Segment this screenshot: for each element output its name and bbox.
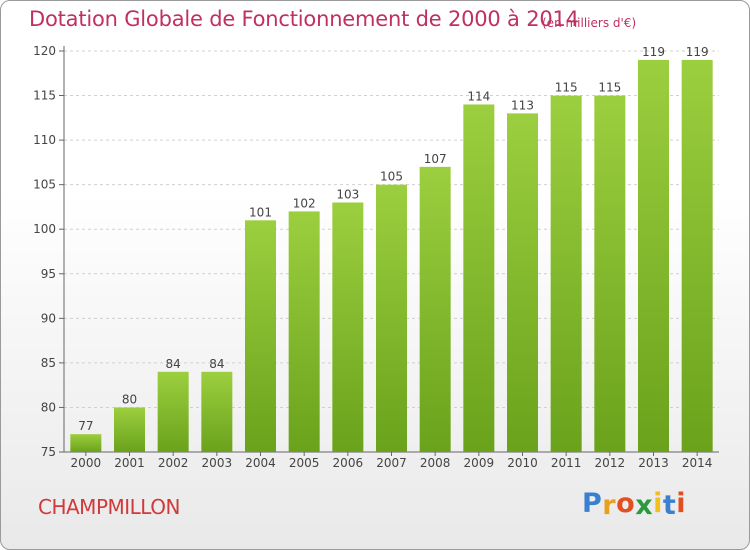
y-tick-label: 105 bbox=[33, 178, 56, 192]
x-tick-label: 2011 bbox=[551, 456, 582, 470]
logo-letter: x bbox=[635, 490, 654, 521]
bar bbox=[681, 59, 713, 453]
bar-value-label: 80 bbox=[122, 392, 137, 406]
y-tick-label: 120 bbox=[33, 44, 56, 58]
logo-letter: i bbox=[676, 488, 687, 519]
bar-value-label: 84 bbox=[166, 357, 181, 371]
bar bbox=[288, 211, 320, 452]
x-tick-label: 2006 bbox=[333, 456, 364, 470]
logo-letter: i bbox=[653, 488, 663, 519]
bar bbox=[419, 166, 451, 452]
bar bbox=[114, 407, 145, 452]
bar-value-label: 119 bbox=[642, 45, 665, 59]
bar-value-label: 84 bbox=[209, 357, 224, 371]
place-name: CHAMPMILLON bbox=[38, 495, 180, 519]
bar-value-label: 103 bbox=[336, 187, 359, 201]
logo-letter: o bbox=[616, 488, 636, 519]
bar bbox=[463, 104, 495, 452]
bar bbox=[638, 59, 669, 453]
bar bbox=[594, 95, 626, 453]
y-tick-label: 90 bbox=[41, 311, 56, 325]
bar-value-label: 102 bbox=[293, 196, 316, 210]
x-tick-label: 2002 bbox=[158, 456, 189, 470]
y-tick-label: 95 bbox=[41, 267, 56, 281]
bar bbox=[550, 95, 582, 453]
y-tick-label: 75 bbox=[41, 445, 56, 459]
bar-value-label: 107 bbox=[424, 152, 447, 166]
y-tick-label: 110 bbox=[33, 133, 56, 147]
x-tick-label: 2007 bbox=[376, 456, 407, 470]
x-tick-label: 2012 bbox=[595, 456, 626, 470]
x-tick-label: 2008 bbox=[420, 456, 451, 470]
bar bbox=[70, 434, 102, 452]
x-tick-label: 2013 bbox=[638, 456, 669, 470]
y-tick-label: 115 bbox=[33, 89, 56, 103]
bar-value-label: 115 bbox=[555, 81, 578, 95]
x-tick-label: 2010 bbox=[507, 456, 538, 470]
chart-title: Dotation Globale de Fonctionnement de 20… bbox=[29, 7, 579, 31]
bar-value-label: 101 bbox=[249, 205, 272, 219]
bar-value-label: 77 bbox=[78, 419, 93, 433]
x-tick-label: 2003 bbox=[202, 456, 233, 470]
y-tick-label: 85 bbox=[41, 356, 56, 370]
bar-value-label: 105 bbox=[380, 170, 403, 184]
unit-note: (en milliers d'€) bbox=[542, 16, 637, 30]
logo-letter: P bbox=[582, 488, 603, 519]
y-tick-label: 80 bbox=[41, 400, 56, 414]
bar-value-label: 114 bbox=[467, 89, 490, 103]
bar bbox=[245, 220, 276, 452]
x-tick-label: 2000 bbox=[71, 456, 102, 470]
bar bbox=[157, 371, 189, 452]
x-tick-label: 2001 bbox=[114, 456, 145, 470]
x-tick-label: 2004 bbox=[245, 456, 276, 470]
bar bbox=[201, 371, 233, 452]
bar-value-label: 115 bbox=[598, 81, 621, 95]
x-tick-label: 2014 bbox=[682, 456, 713, 470]
bar-value-label: 113 bbox=[511, 98, 534, 112]
bar-value-label: 119 bbox=[686, 45, 709, 59]
y-tick-label: 100 bbox=[33, 222, 56, 236]
x-tick-label: 2005 bbox=[289, 456, 320, 470]
bar bbox=[332, 202, 364, 452]
x-tick-label: 2009 bbox=[464, 456, 495, 470]
bar bbox=[507, 113, 538, 452]
proxiti-logo[interactable]: Proxiti bbox=[582, 488, 687, 521]
logo-letter: t bbox=[662, 490, 677, 521]
logo-letter: r bbox=[602, 490, 617, 521]
bar bbox=[376, 184, 407, 452]
